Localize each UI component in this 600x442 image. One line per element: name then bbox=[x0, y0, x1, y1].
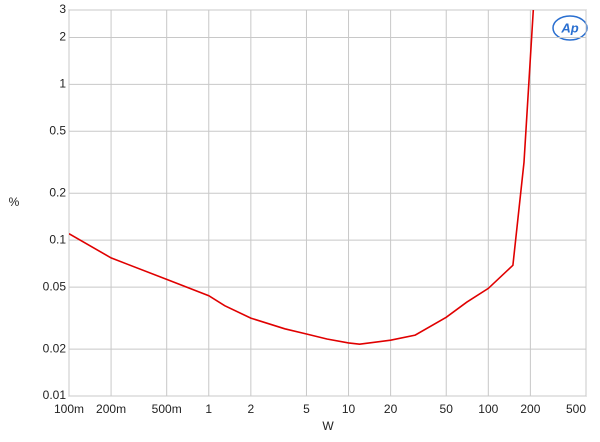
x-tick-label: 500 bbox=[566, 402, 586, 416]
y-tick-label: 1 bbox=[59, 77, 66, 91]
data-line bbox=[69, 10, 535, 346]
x-tick-label: 100m bbox=[54, 402, 84, 416]
plot-frame bbox=[68, 9, 587, 397]
x-tick-label: 200m bbox=[96, 402, 126, 416]
x-tick-label: 20 bbox=[384, 402, 398, 416]
logo: Ap bbox=[560, 20, 578, 35]
y-tick-label: 0.2 bbox=[49, 185, 66, 199]
x-tick-label: 200 bbox=[520, 402, 540, 416]
logo-oval bbox=[552, 15, 588, 41]
x-tick-label: 500m bbox=[152, 402, 182, 416]
y-tick-label: 0.05 bbox=[43, 279, 67, 293]
x-tick-label: 5 bbox=[303, 402, 310, 416]
x-tick-label: 1 bbox=[205, 402, 212, 416]
x-tick-label: 100 bbox=[478, 402, 498, 416]
x-tick-label: 2 bbox=[247, 402, 254, 416]
y-tick-label: 3 bbox=[59, 2, 66, 16]
x-axis-label: W bbox=[322, 419, 334, 433]
y-tick-label: 0.5 bbox=[49, 123, 66, 137]
y-tick-label: 0.1 bbox=[49, 232, 66, 246]
x-tick-label: 10 bbox=[342, 402, 356, 416]
x-tick-label: 50 bbox=[440, 402, 454, 416]
y-tick-label: 2 bbox=[59, 30, 66, 44]
y-tick-label: 0.02 bbox=[43, 341, 67, 355]
y-axis-label: % bbox=[9, 195, 20, 209]
y-tick-label: 0.01 bbox=[43, 388, 67, 402]
